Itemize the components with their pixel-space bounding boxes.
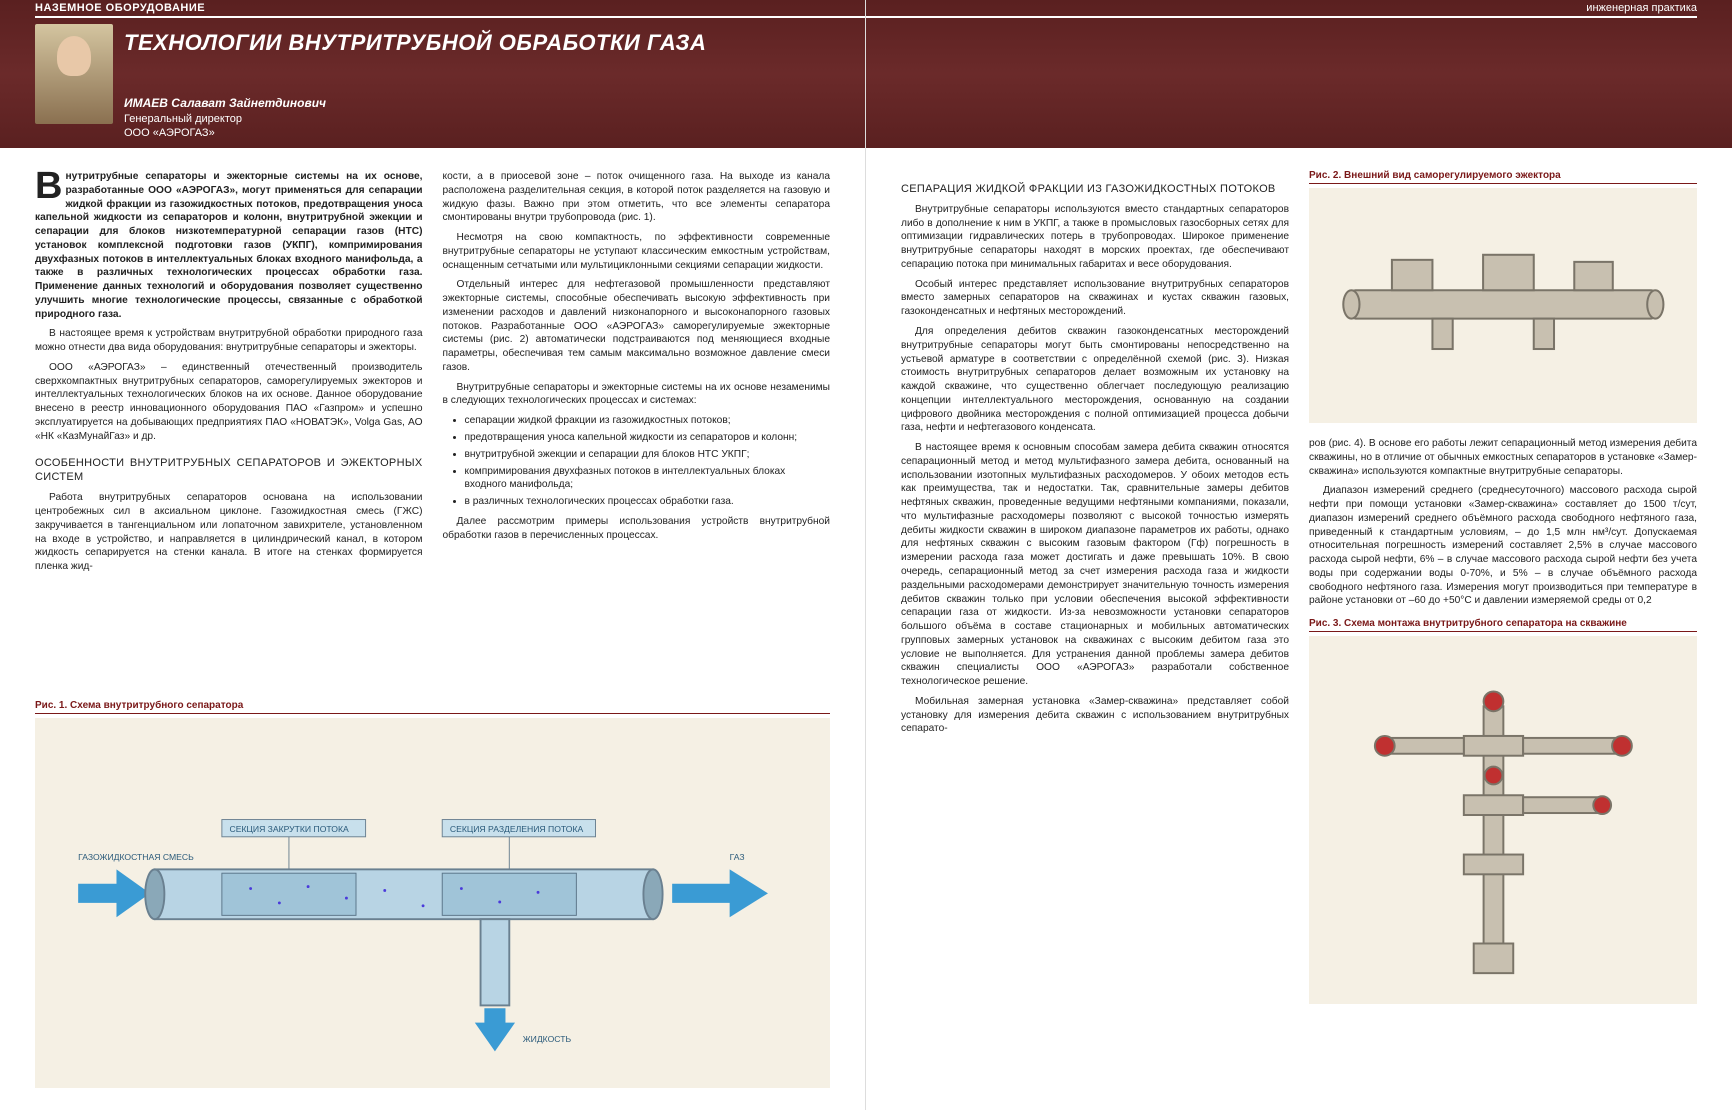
ejector-diagram-icon xyxy=(1321,195,1686,416)
col1-p2: ООО «АЭРОГАЗ» – единственный отечественн… xyxy=(35,361,423,444)
fig1-label-sep: СЕКЦИЯ РАЗДЕЛЕНИЯ ПОТОКА xyxy=(450,824,584,834)
figure-1-caption: Рис. 1. Схема внутритрубного сепаратора xyxy=(35,700,830,714)
right-banner: инженерная практика xyxy=(866,0,1732,148)
col2-li5: в различных технологических процессах об… xyxy=(465,495,831,509)
col1-p1: В настоящее время к устройствам внутритр… xyxy=(35,327,423,355)
figure-3: Рис. 3. Схема монтажа внутритрубного сеп… xyxy=(1309,618,1697,1004)
article-title: ТЕХНОЛОГИИ ВНУТРИТРУБНОЙ ОБРАБОТКИ ГАЗА xyxy=(124,30,706,56)
col2-li2: предотвращения уноса капельной жидкости … xyxy=(465,431,831,445)
right-content: СЕПАРАЦИЯ ЖИДКОЙ ФРАКЦИИ ИЗ ГАЗОЖИДКОСТН… xyxy=(866,148,1732,1110)
figure-3-image xyxy=(1309,636,1697,1004)
col2-p3: Отдельный интерес для нефтегазовой промы… xyxy=(443,278,831,374)
col4-p2: Диапазон измерений среднего (среднесуточ… xyxy=(1309,484,1697,608)
col2-li4: компримирования двухфазных потоков в инт… xyxy=(465,465,831,493)
figure-1: Рис. 1. Схема внутритрубного сепаратора … xyxy=(35,700,830,1088)
fig1-label-gas: ГАЗ xyxy=(729,852,744,862)
col4-p1: ров (рис. 4). В основе его работы лежит … xyxy=(1309,437,1697,478)
lead-paragraph: Внутритрубные сепараторы и эжекторные си… xyxy=(35,170,423,321)
author-photo xyxy=(35,24,113,124)
article-banner: НАЗЕМНОЕ ОБОРУДОВАНИЕ ТЕХНОЛОГИИ ВНУТРИТ… xyxy=(0,0,865,148)
col2-list: сепарации жидкой фракции из газожидкостн… xyxy=(443,414,831,509)
separator-diagram-icon: ГАЗОЖИДКОСТНАЯ СМЕСЬ СЕКЦИЯ ЗАКРУТКИ ПОТ… xyxy=(59,729,806,1077)
col1-heading: ОСОБЕННОСТИ ВНУТРИТРУБНЫХ СЕПАРАТОРОВ И … xyxy=(35,456,423,486)
fig1-label-inlet: ГАЗОЖИДКОСТНАЯ СМЕСЬ xyxy=(78,852,194,862)
left-page: НАЗЕМНОЕ ОБОРУДОВАНИЕ ТЕХНОЛОГИИ ВНУТРИТ… xyxy=(0,0,866,1110)
col3-p2: Особый интерес представляет использовани… xyxy=(901,278,1289,319)
section-tag: НАЗЕМНОЕ ОБОРУДОВАНИЕ xyxy=(35,2,205,14)
col2-p5: Далее рассмотрим примеры использования у… xyxy=(443,515,831,543)
column-3: СЕПАРАЦИЯ ЖИДКОЙ ФРАКЦИИ ИЗ ГАЗОЖИДКОСТН… xyxy=(901,170,1289,1100)
banner-rule-right xyxy=(866,16,1697,18)
figure-2: Рис. 2. Внешний вид саморегулируемого эж… xyxy=(1309,170,1697,423)
col1-p3: Работа внутритрубных сепараторов основан… xyxy=(35,491,423,574)
fig1-label-swirl: СЕКЦИЯ ЗАКРУТКИ ПОТОКА xyxy=(229,824,348,834)
col2-li1: сепарации жидкой фракции из газожидкостн… xyxy=(465,414,831,428)
column-4: Рис. 2. Внешний вид саморегулируемого эж… xyxy=(1309,170,1697,1100)
col2-p4: Внутритрубные сепараторы и эжекторные си… xyxy=(443,381,831,409)
author-role: Генеральный директор xyxy=(124,112,326,126)
col2-p1: кости, а в приосевой зоне – поток очищен… xyxy=(443,170,831,225)
figure-2-image xyxy=(1309,188,1697,423)
col4-text: ров (рис. 4). В основе его работы лежит … xyxy=(1309,437,1697,614)
col3-p4: В настоящее время к основным способам за… xyxy=(901,441,1289,689)
section-tag-right: инженерная практика xyxy=(1586,2,1697,14)
col2-p2: Несмотря на свою компактность, по эффект… xyxy=(443,231,831,272)
figure-1-image: ГАЗОЖИДКОСТНАЯ СМЕСЬ СЕКЦИЯ ЗАКРУТКИ ПОТ… xyxy=(35,718,830,1088)
author-name: ИМАЕВ Салават Зайнетдинович xyxy=(124,96,326,112)
author-org: ООО «АЭРОГАЗ» xyxy=(124,126,326,140)
fig1-label-liquid: ЖИДКОСТЬ xyxy=(523,1034,572,1044)
figure-2-caption: Рис. 2. Внешний вид саморегулируемого эж… xyxy=(1309,170,1697,184)
col3-p1: Внутритрубные сепараторы используются вм… xyxy=(901,203,1289,272)
col3-heading: СЕПАРАЦИЯ ЖИДКОЙ ФРАКЦИИ ИЗ ГАЗОЖИДКОСТН… xyxy=(901,182,1289,197)
author-block: ИМАЕВ Салават Зайнетдинович Генеральный … xyxy=(124,96,326,140)
figure-3-caption: Рис. 3. Схема монтажа внутритрубного сеп… xyxy=(1309,618,1697,632)
wellhead-diagram-icon xyxy=(1321,647,1686,993)
right-page: инженерная практика СЕПАРАЦИЯ ЖИДКОЙ ФРА… xyxy=(866,0,1732,1110)
col3-p3: Для определения дебитов скважин газоконд… xyxy=(901,325,1289,435)
col2-li3: внутритрубной эжекции и сепарации для бл… xyxy=(465,448,831,462)
col3-p5: Мобильная замерная установка «Замер-сква… xyxy=(901,695,1289,736)
banner-rule xyxy=(35,16,865,18)
